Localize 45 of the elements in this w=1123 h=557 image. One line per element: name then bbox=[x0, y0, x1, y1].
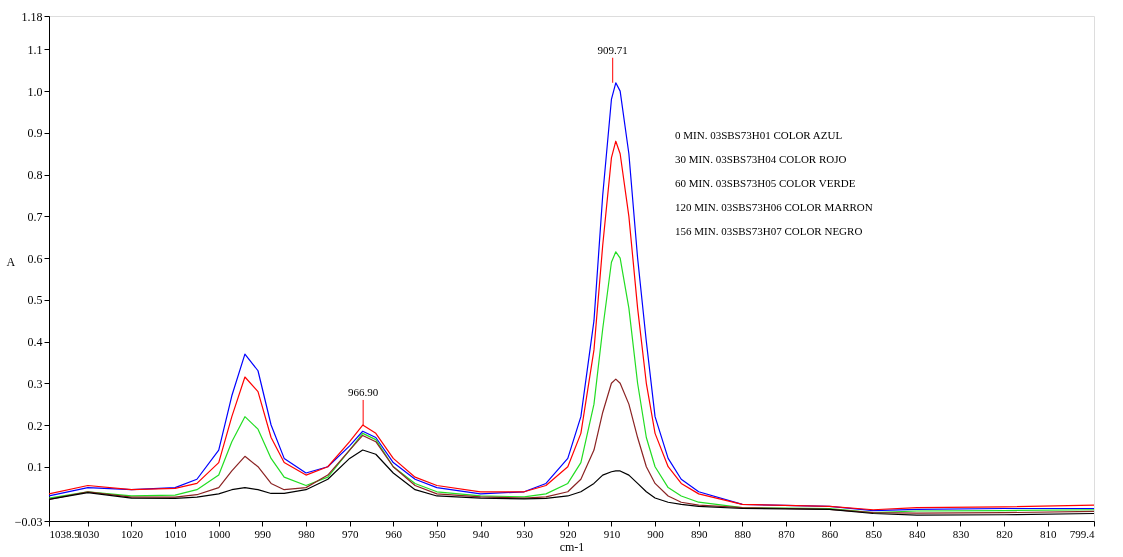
y-axis-title: A bbox=[6, 255, 16, 269]
y-tick-label: 0.2 bbox=[27, 418, 43, 433]
y-tick-label: 0.4 bbox=[27, 335, 43, 350]
y-tick-label: 0.1 bbox=[27, 460, 43, 475]
y-tick-label: 0.9 bbox=[27, 126, 43, 141]
annotation: 909.71 bbox=[597, 43, 628, 56]
x-tick-label: 900 bbox=[647, 527, 665, 540]
x-tick-label: 1010 bbox=[164, 527, 188, 540]
x-tick-label: 1000 bbox=[208, 527, 231, 540]
annotation: 0 MIN. 03SBS73H01 COLOR AZUL bbox=[675, 129, 843, 141]
y-tick-label: −0.03 bbox=[14, 514, 43, 529]
y-tick-label: 1.0 bbox=[27, 84, 43, 99]
y-tick-label: 0.6 bbox=[27, 251, 43, 266]
x-tick-label: 810 bbox=[1040, 527, 1057, 540]
x-tick-label: 960 bbox=[385, 527, 403, 540]
y-tick-label: 1.1 bbox=[27, 42, 43, 57]
x-tick-label: 870 bbox=[778, 527, 796, 540]
x-tick-label: 990 bbox=[254, 527, 272, 540]
annotation: 120 MIN. 03SBS73H06 COLOR MARRON bbox=[675, 201, 873, 213]
x-tick-label: 799.4 bbox=[1069, 527, 1095, 540]
x-tick-label: 830 bbox=[952, 527, 970, 540]
x-tick-label: 910 bbox=[603, 527, 621, 540]
y-tick-label: 0.5 bbox=[27, 293, 43, 308]
annotation: 156 MIN. 03SBS73H07 COLOR NEGRO bbox=[675, 225, 863, 237]
x-tick-label: 980 bbox=[298, 527, 316, 540]
x-tick-label: 890 bbox=[690, 527, 708, 540]
annotation: 30 MIN. 03SBS73H04 COLOR ROJO bbox=[675, 153, 847, 165]
annotation: 966.90 bbox=[348, 385, 379, 398]
x-tick-label: 820 bbox=[996, 527, 1014, 540]
x-tick-label: 880 bbox=[734, 527, 752, 540]
x-tick-label: 860 bbox=[821, 527, 839, 540]
x-tick-label: 840 bbox=[909, 527, 927, 540]
y-tick-label: 0.3 bbox=[27, 376, 43, 391]
y-tick-label: 0.7 bbox=[27, 209, 43, 224]
annotation: 60 MIN. 03SBS73H05 COLOR VERDE bbox=[675, 177, 856, 189]
x-tick-label: 930 bbox=[516, 527, 534, 540]
x-tick-label: 970 bbox=[341, 527, 359, 540]
x-tick-label: 940 bbox=[472, 527, 490, 540]
x-tick-label: 920 bbox=[560, 527, 578, 540]
x-tick-label: 950 bbox=[429, 527, 447, 540]
y-tick-label: 0.8 bbox=[27, 168, 43, 183]
x-tick-label: 1020 bbox=[120, 527, 144, 540]
y-tick-label: 1.18 bbox=[21, 9, 43, 24]
x-tick-label: 850 bbox=[865, 527, 883, 540]
x-axis-title: cm-1 bbox=[559, 539, 585, 554]
